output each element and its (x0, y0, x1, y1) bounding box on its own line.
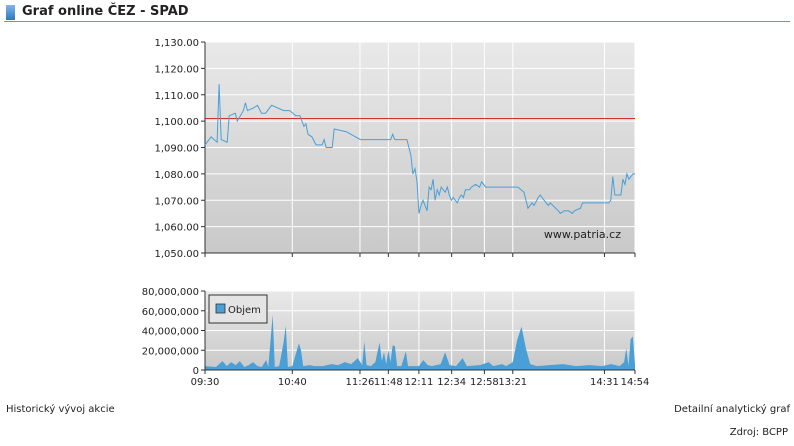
time-tick-label: 09:30 (191, 377, 220, 388)
price-chart: 1,050.00 1,060.00 1,070.00 1,080.00 1,090.00… (154, 38, 636, 260)
header-accent-bar (6, 5, 15, 20)
history-link[interactable]: Historický vývoj akcie (6, 404, 115, 415)
time-tick-label: 13:21 (498, 377, 527, 388)
volume-chart: 0 20,000,000 40,000,000 60,000,000 80,000,00… (142, 287, 650, 388)
price-tick-label: 1,110.00 (154, 91, 199, 102)
price-series-line (204, 84, 635, 215)
time-tick-label: 11:26 (346, 377, 375, 388)
volume-tick-label: 60,000,000 (142, 307, 199, 318)
time-tick-label: 10:40 (278, 377, 307, 388)
price-tick-label: 1,100.00 (154, 117, 199, 128)
legend-label: Objem (228, 305, 261, 316)
price-tick-label: 1,080.00 (154, 170, 199, 181)
time-tick-label: 12:58 (470, 377, 499, 388)
price-tick-label: 1,050.00 (154, 249, 199, 260)
time-tick-label: 14:31 (590, 377, 619, 388)
detail-graph-link[interactable]: Detailní analytický graf (674, 404, 790, 415)
price-tick-label: 1,070.00 (154, 196, 199, 207)
page-title: Graf online ČEZ - SPAD (22, 4, 189, 19)
chart-header: Graf online ČEZ - SPAD (4, 3, 790, 22)
time-tick-label: 12:11 (404, 377, 433, 388)
watermark-text: www.patria.cz (544, 228, 621, 241)
time-tick-label: 12:34 (437, 377, 466, 388)
time-tick-label: 14:54 (621, 377, 650, 388)
time-tick-label: 11:48 (374, 377, 403, 388)
volume-tick-label: 40,000,000 (142, 327, 199, 338)
volume-tick-label: 80,000,000 (142, 287, 199, 298)
price-tick-label: 1,060.00 (154, 223, 199, 234)
price-tick-label: 1,090.00 (154, 144, 199, 155)
volume-legend: Objem (208, 294, 268, 324)
volume-area (205, 314, 635, 370)
price-tick-label: 1,120.00 (154, 64, 199, 75)
volume-tick-label: 0 (193, 366, 199, 377)
price-tick-label: 1,130.00 (154, 38, 199, 49)
source-label: Zdroj: BCPP (729, 427, 788, 438)
volume-tick-label: 20,000,000 (142, 346, 199, 357)
legend-swatch (215, 303, 226, 314)
